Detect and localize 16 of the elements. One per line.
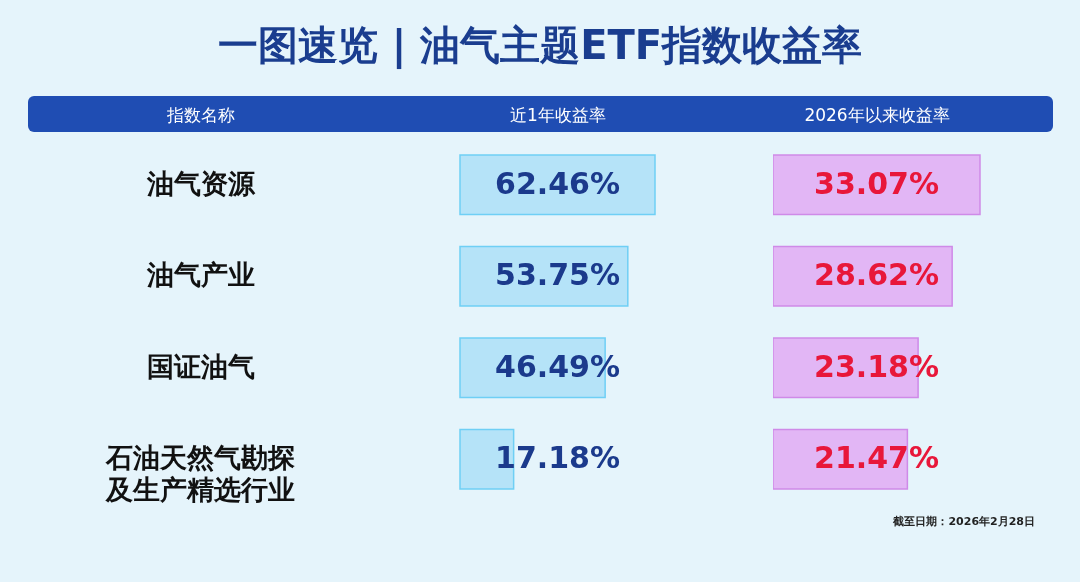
x-axis-title: 2026年以来收益率 <box>804 104 950 125</box>
x-axis-title: 近1年收益率 <box>510 104 606 125</box>
data-label: 62.46% <box>495 165 620 201</box>
data-label: 28.62% <box>814 257 939 293</box>
data-label: 33.07% <box>814 165 939 201</box>
data-label: 21.47% <box>814 440 939 476</box>
data-label: 53.75% <box>495 257 620 293</box>
y-axis-title: 指数名称 <box>165 104 235 125</box>
y-tick-label: 油气产业 <box>145 259 255 291</box>
chart-title: 一图速览 | 油气主题ETF指数收益率 <box>216 21 864 71</box>
y-tick-label: 石油天然气勘探及生产精选行业 <box>105 442 295 506</box>
y-tick-label: 油气资源 <box>145 167 256 199</box>
data-label: 46.49% <box>495 348 620 384</box>
y-tick-label: 国证油气 <box>146 350 255 382</box>
annotation: 截至日期：2026年2月28日 <box>893 514 1035 529</box>
data-label: 23.18% <box>814 348 939 384</box>
